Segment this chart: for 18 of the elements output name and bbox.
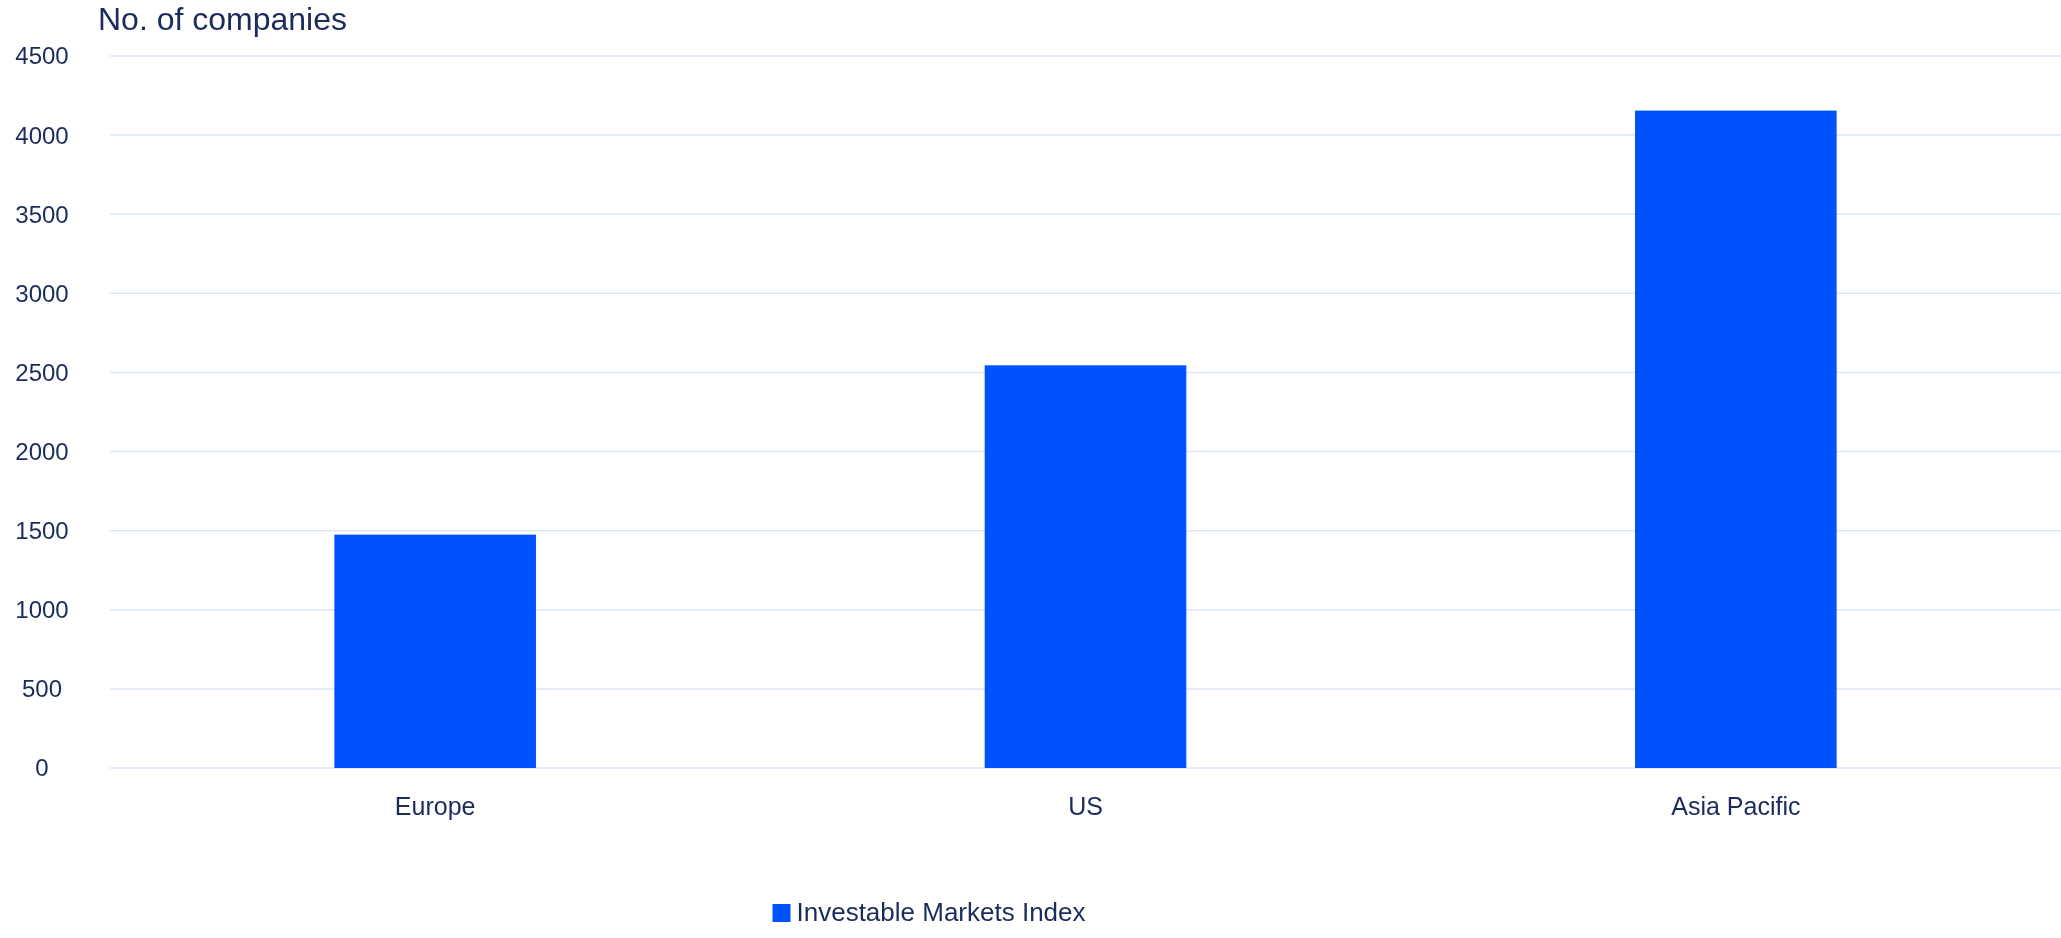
y-tick-label: 3500 bbox=[15, 200, 69, 228]
bar bbox=[334, 534, 536, 768]
y-tick-label: 2000 bbox=[15, 437, 69, 465]
bar bbox=[1635, 110, 1837, 768]
x-tick-label: Europe bbox=[394, 792, 476, 820]
x-tick-label: US bbox=[1068, 792, 1103, 820]
x-tick-label: Asia Pacific bbox=[1671, 792, 1801, 820]
y-tick-label: 1500 bbox=[15, 517, 69, 545]
y-tick-label: 3000 bbox=[15, 279, 69, 307]
y-tick-label: 1000 bbox=[15, 596, 69, 624]
legend-label: Investable Markets Index bbox=[796, 897, 1086, 927]
y-axis-title: No. of companies bbox=[98, 1, 348, 37]
y-tick-label: 0 bbox=[35, 754, 49, 782]
y-tick-label: 2500 bbox=[15, 358, 69, 386]
y-tick-label: 4500 bbox=[15, 42, 69, 70]
y-tick-label: 4000 bbox=[15, 121, 69, 149]
y-tick-label: 500 bbox=[21, 675, 63, 703]
bar bbox=[984, 365, 1187, 768]
